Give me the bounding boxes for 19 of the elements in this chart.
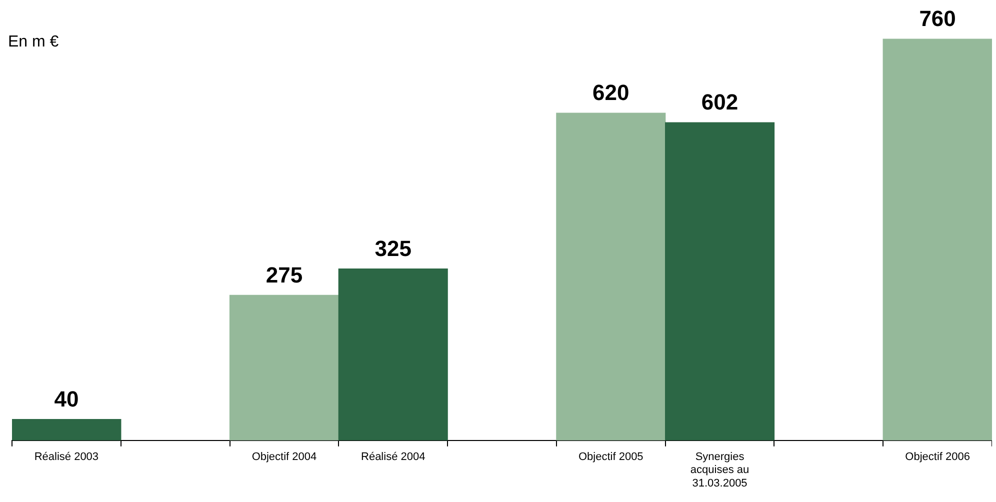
bar	[882, 38, 992, 440]
data-label: 40	[54, 386, 79, 412]
x-tick-label: Réalisé 2003	[34, 451, 99, 464]
data-label: 602	[701, 90, 738, 115]
x-tick-label: Objectif 2004	[252, 451, 317, 464]
data-label: 620	[592, 80, 630, 106]
bar	[12, 418, 122, 440]
bar	[665, 122, 775, 440]
y-axis-title: En m €	[8, 33, 59, 50]
bar	[556, 112, 666, 440]
x-tick-label: Synergies acquises au 31.03.2005	[690, 451, 750, 490]
data-label: 325	[374, 236, 412, 261]
x-tick-label: Réalisé 2004	[361, 451, 426, 464]
bar	[229, 294, 339, 440]
x-tick-label: Objectif 2006	[905, 451, 970, 464]
x-tick-label: Objectif 2005	[578, 451, 644, 464]
data-label: 760	[919, 6, 956, 32]
bar	[338, 268, 448, 440]
data-label: 275	[266, 262, 303, 288]
